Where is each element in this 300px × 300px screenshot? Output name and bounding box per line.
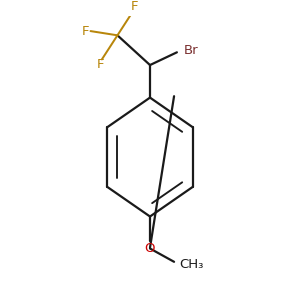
- Text: O: O: [145, 242, 155, 255]
- Text: CH₃: CH₃: [180, 258, 204, 271]
- Text: Br: Br: [184, 44, 199, 57]
- Text: F: F: [97, 58, 104, 71]
- Text: F: F: [82, 25, 89, 38]
- Text: F: F: [131, 0, 138, 13]
